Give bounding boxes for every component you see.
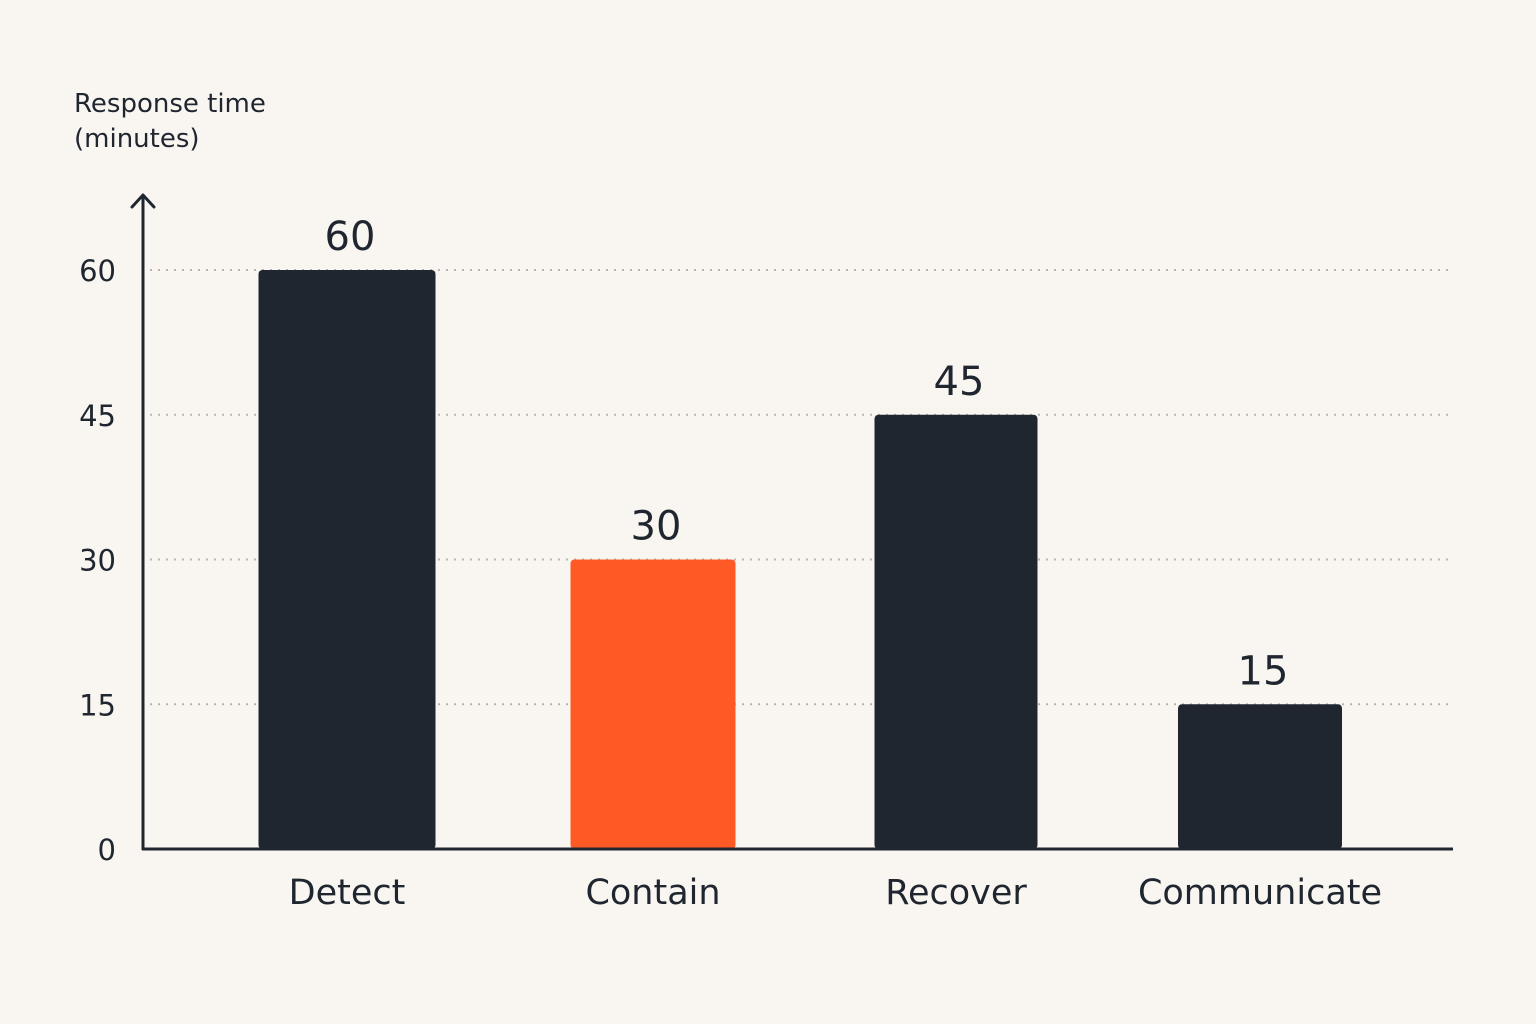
y-axis-label-line-2: (minutes) [74, 124, 200, 154]
data-label-detect: 60 [325, 214, 376, 260]
y-tick-label-0: 0 [98, 833, 116, 867]
data-labels: 60 30 45 15 [325, 214, 1289, 694]
axes [130, 193, 1453, 851]
bars [258, 270, 1342, 849]
x-categories: Detect Contain Recover Communicate [289, 873, 1382, 913]
bar-contain [570, 559, 736, 849]
y-tick-label-15: 15 [79, 688, 116, 722]
x-tick-label-recover: Recover [885, 873, 1027, 913]
y-tick-label-45: 45 [79, 399, 116, 433]
data-label-contain: 30 [631, 504, 682, 550]
x-tick-label-contain: Contain [585, 873, 720, 913]
y-axis-label: Response time (minutes) [74, 89, 266, 154]
y-ticks: 0 15 30 45 60 [79, 254, 116, 867]
data-label-recover: 45 [934, 359, 985, 405]
y-axis-arrow-icon [130, 193, 156, 209]
x-tick-label-detect: Detect [289, 873, 406, 913]
bar-communicate [1178, 704, 1342, 849]
x-tick-label-communicate: Communicate [1138, 873, 1382, 913]
y-axis-label-line-1: Response time [74, 89, 266, 119]
y-tick-label-30: 30 [79, 544, 116, 578]
bar-recover [874, 414, 1038, 849]
data-label-communicate: 15 [1238, 648, 1289, 694]
y-tick-label-60: 60 [79, 254, 116, 288]
bar-detect [258, 270, 436, 849]
